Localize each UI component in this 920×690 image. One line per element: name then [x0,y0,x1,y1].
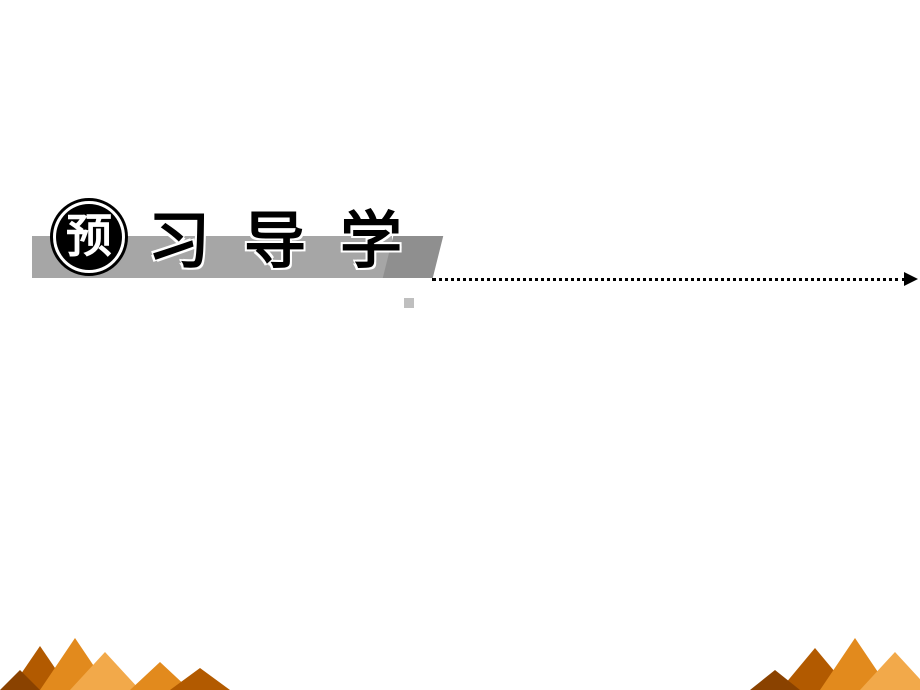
title-text: 习 导 学 [148,190,402,280]
footer-mountains [0,630,920,690]
badge-inner-fill: 预 [56,204,122,270]
arrow-head-icon [904,272,918,286]
small-square-icon [404,298,414,308]
badge-circle: 预 [50,198,128,276]
title-char-1: 导 [244,190,306,280]
dotted-arrow-line [432,278,906,281]
section-header: 预 习 导 学 [32,192,902,288]
title-char-2: 学 [340,190,402,280]
badge-char: 预 [66,214,112,260]
title-char-0: 习 [148,190,210,280]
